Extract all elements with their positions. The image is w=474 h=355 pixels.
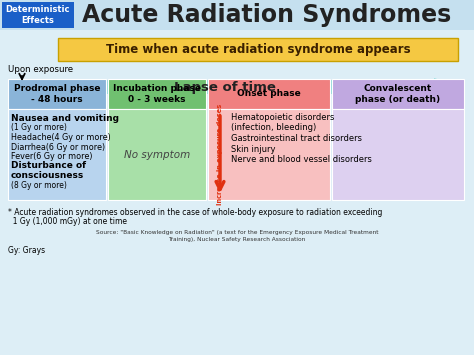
Text: Fever(6 Gy or more): Fever(6 Gy or more) [11,152,92,161]
Text: Disturbance of: Disturbance of [11,162,86,170]
Text: * Acute radiation syndromes observed in the case of whole-body exposure to radia: * Acute radiation syndromes observed in … [8,208,383,217]
Text: Training), Nuclear Safety Research Association: Training), Nuclear Safety Research Assoc… [168,237,306,242]
Bar [332,109,464,200]
Text: Lapse of time: Lapse of time [174,81,276,93]
Text: Diarrhea(6 Gy or more): Diarrhea(6 Gy or more) [11,142,105,152]
Text: Convalescent
phase (or death): Convalescent phase (or death) [356,84,440,104]
Text: Nerve and blood vessel disorders: Nerve and blood vessel disorders [231,155,372,164]
Bar [0,0,474,30]
Polygon shape [8,78,462,96]
Bar [108,109,206,200]
Text: Gy: Grays: Gy: Grays [8,246,45,255]
Text: (infection, bleeding): (infection, bleeding) [231,124,316,132]
Text: No symptom: No symptom [124,149,190,159]
Text: Onset phase: Onset phase [237,89,301,98]
Bar [8,79,106,109]
Text: Gastrointestinal tract disorders: Gastrointestinal tract disorders [231,134,362,143]
Text: Nausea and vomiting: Nausea and vomiting [11,114,119,123]
Bar [58,38,458,61]
Text: Upon exposure: Upon exposure [8,65,73,73]
Bar [2,2,74,28]
Bar [8,109,106,200]
Text: 1 Gy (1,000 mGy) at one time: 1 Gy (1,000 mGy) at one time [8,217,127,226]
Bar [332,79,464,109]
Text: consciousness: consciousness [11,171,84,180]
Text: Time when acute radiation syndrome appears: Time when acute radiation syndrome appea… [106,43,410,56]
Text: Incubation phase
0 - 3 weeks: Incubation phase 0 - 3 weeks [113,84,201,104]
Bar [208,109,330,200]
Text: Acute Radiation Syndromes: Acute Radiation Syndromes [82,3,451,27]
Text: Deterministic
Effects: Deterministic Effects [6,5,70,25]
Text: Hematopoietic disorders: Hematopoietic disorders [231,113,334,122]
Bar [208,79,330,109]
Text: Skin injury: Skin injury [231,144,275,153]
Bar [108,79,206,109]
Text: Headache(4 Gy or more): Headache(4 Gy or more) [11,133,111,142]
Text: Increase in exposure doses: Increase in exposure doses [217,104,223,205]
Text: Source: "Basic Knowledge on Radiation" (a text for the Emergency Exposure Medica: Source: "Basic Knowledge on Radiation" (… [96,230,378,235]
Text: (8 Gy or more): (8 Gy or more) [11,180,67,190]
Text: Prodromal phase
- 48 hours: Prodromal phase - 48 hours [14,84,100,104]
Text: (1 Gy or more): (1 Gy or more) [11,124,67,132]
